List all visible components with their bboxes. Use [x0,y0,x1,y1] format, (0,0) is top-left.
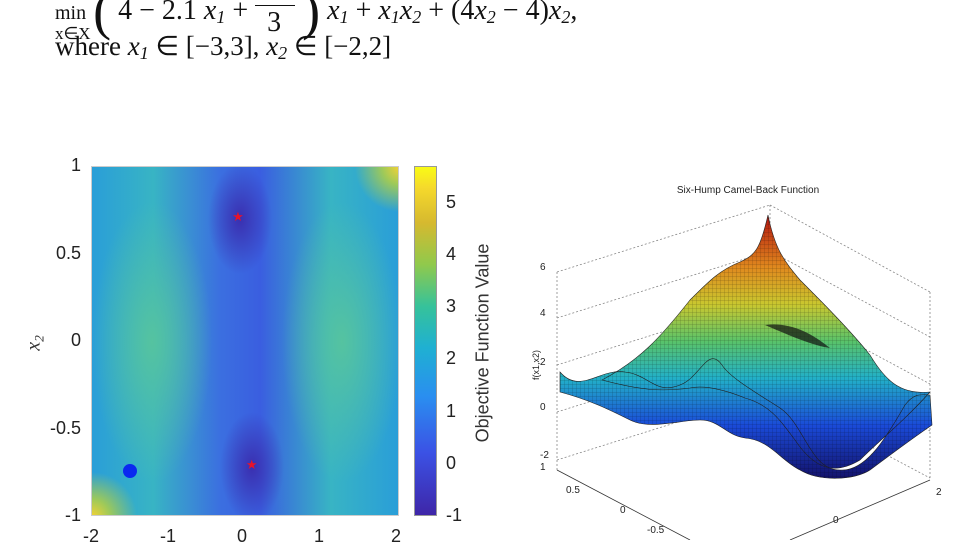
x1-squared: x1 [327,0,349,27]
term-a: 4 − 2.1 [118,0,197,26]
y-tick-label: 0 [70,330,81,350]
term-e: − 4) [502,0,549,26]
surface-wire [560,215,932,479]
fraction-denominator: 3 [267,7,282,38]
colorbar-tick-label: 4 [446,243,457,264]
y-tick-label: -0.5 [49,417,81,438]
surface-z-tick: 6 [540,262,546,273]
x1-symbol: x1 [203,0,226,27]
x-tick-label: 2 [391,526,402,546]
surface-z-tick: 0 [540,402,546,413]
y-tick-label: 1 [70,155,81,175]
x2-squared: x2 [548,0,571,27]
where-word: where [55,31,121,61]
x2-symbol: x2 [474,0,496,27]
start-point-marker [122,463,137,478]
x-tick-label: 0 [237,526,248,546]
surface-front-axes [556,469,931,540]
x-tick-label: 1 [314,526,325,546]
surface-y-tick: -0.5 [647,525,665,536]
domain-line: where x1 ∈ [−3,3], x2 ∈ [−2,2] [55,31,391,64]
colorbar-tick-label: 2 [446,348,457,369]
min-operator: min [55,2,87,24]
term-d: + (4 [428,0,475,26]
y-tick-label: -1 [64,505,81,525]
surface-y-tick: 0 [620,505,626,516]
surface-z-tick: 2 [540,357,546,368]
colorbar [414,166,437,516]
surface-z-tick: -2 [540,450,549,461]
x1-var: x1 [127,31,149,63]
term-b: + [232,0,249,26]
surface-y-tick: 0.5 [566,485,580,496]
colorbar-tick-label: 5 [446,191,457,212]
fraction-bar [255,5,296,6]
surface-z-tick: 4 [540,308,546,319]
surface-title: Six-Hump Camel-Back Function [676,185,820,196]
x2-domain: ∈ [−2,2] [293,31,392,61]
min-subscript: x∈X [55,24,91,43]
objective-equation: min ( 4 − 2.1 x1 + 3 ) x1 + x1x2 + (4x2 … [55,0,578,43]
x1x2-product: x1x2 [378,0,422,27]
colorbar-tick-label: 0 [446,452,457,473]
colorbar-tick-label: -1 [446,505,463,525]
right-paren: ) [302,0,321,41]
surface-x-tick: 2 [936,487,942,498]
contour-heatmap [91,166,399,516]
surface-ridge-shadow [765,324,830,348]
colorbar-tick-label: 1 [446,400,457,421]
x1-domain: ∈ [−3,3], [155,31,260,61]
x2-var: x2 [266,31,288,63]
surface-y-tick: 1 [540,462,546,473]
y-tick-label: 0.5 [55,242,81,263]
term-f: , [570,0,578,26]
left-paren: ( [93,0,112,41]
colorbar-tick-label: 3 [446,296,457,317]
surface-x-tick: 0 [833,515,839,526]
term-c: + [355,0,372,26]
global-minimum-marker: ★ [232,208,244,224]
global-minimum-marker: ★ [245,457,258,473]
